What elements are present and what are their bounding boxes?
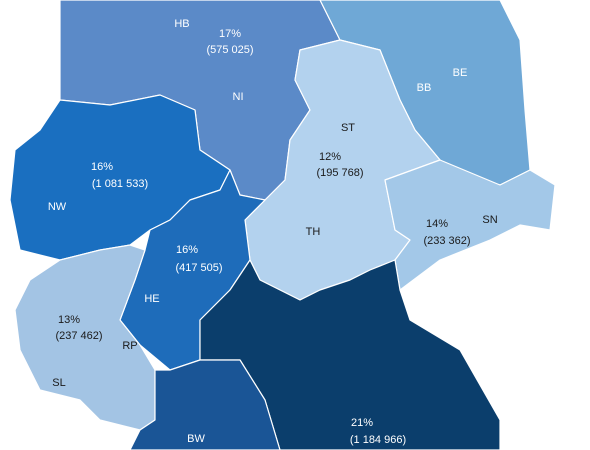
count: (417 505) — [175, 262, 222, 274]
share: 17% — [219, 28, 241, 40]
state-label: HE — [144, 293, 159, 305]
count: (1 081 533) — [92, 178, 148, 190]
state-label: TH — [306, 226, 321, 238]
share: 16% — [91, 161, 113, 173]
region-sn — [384, 159, 556, 291]
state-label: BB — [417, 82, 432, 94]
state-label: SL — [52, 377, 65, 389]
state-label: SN — [482, 214, 497, 226]
share: 21% — [351, 417, 373, 429]
count: (233 362) — [423, 235, 470, 247]
state-label: RP — [122, 340, 137, 352]
region-bw — [129, 359, 281, 450]
state-label: NW — [48, 201, 67, 213]
state-label: HB — [174, 18, 189, 30]
share: 13% — [58, 314, 80, 326]
count: (575 025) — [206, 44, 253, 56]
count: (195 768) — [316, 167, 363, 179]
share: 14% — [426, 218, 448, 230]
state-label: NI — [233, 91, 244, 103]
state-label: ST — [341, 122, 355, 134]
share: 16% — [176, 244, 198, 256]
share: 12% — [319, 151, 341, 163]
state-label: BE — [453, 67, 468, 79]
count: (1 184 966) — [350, 434, 406, 446]
state-label: BW — [187, 433, 205, 445]
region-he — [119, 169, 266, 371]
count: (237 462) — [55, 330, 102, 342]
